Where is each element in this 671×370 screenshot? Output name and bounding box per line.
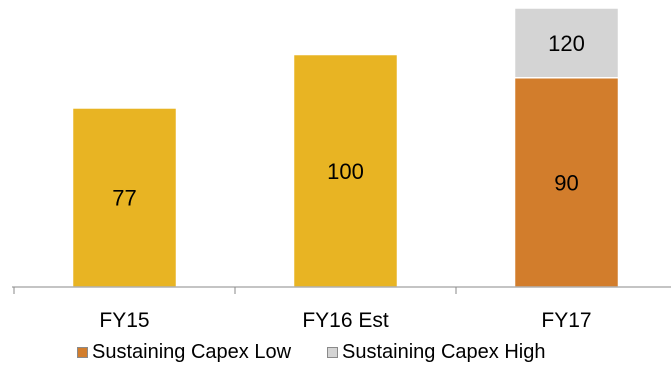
category-label: FY17 — [541, 309, 591, 332]
labels-group: 77 FY15 100 FY16 Est 90 120 FY17 — [99, 31, 591, 332]
bar-0-0 — [71, 107, 178, 288]
category-label: FY16 Est — [302, 309, 389, 332]
category-label: FY15 — [99, 309, 149, 332]
legend: Sustaining Capex Low Sustaining Capex Hi… — [77, 341, 581, 364]
legend-item-low: Sustaining Capex Low — [77, 341, 291, 364]
legend-label-high: Sustaining Capex High — [342, 341, 546, 363]
bar-1-0 — [292, 53, 399, 288]
bars-group — [71, 7, 620, 288]
bar-2-2 — [513, 7, 620, 79]
data-label-1-0: 100 — [327, 159, 364, 184]
legend-item-high: Sustaining Capex High — [327, 341, 545, 364]
data-label-2-2: 120 — [548, 31, 585, 56]
data-label-0-0: 77 — [112, 185, 136, 210]
data-label-2-1: 90 — [554, 170, 578, 195]
x-axis — [12, 286, 671, 294]
legend-label-low: Sustaining Capex Low — [92, 341, 292, 363]
chart: 77 FY15 100 FY16 Est 90 120 FY17 — [12, 7, 671, 332]
legend-swatch-low — [77, 347, 88, 358]
legend-swatch-high — [327, 347, 339, 358]
